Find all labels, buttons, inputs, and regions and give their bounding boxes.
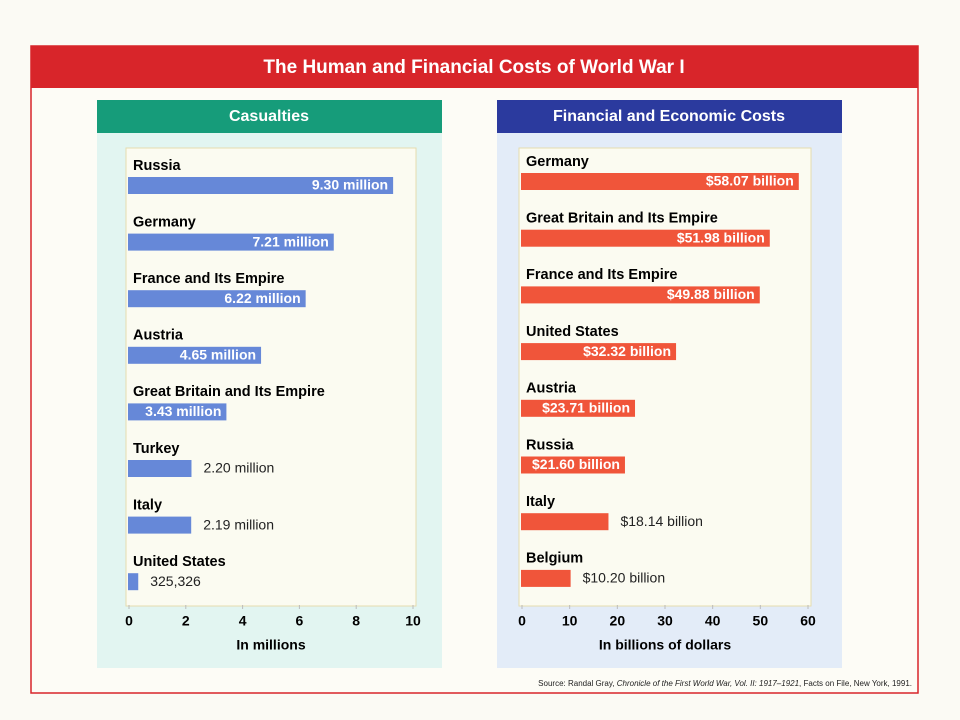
x-tick-label: 20 xyxy=(610,613,626,629)
bar xyxy=(128,177,394,194)
value-label: $23.71 billion xyxy=(542,400,630,416)
category-label: Germany xyxy=(133,214,196,230)
x-tick-label: 6 xyxy=(296,613,304,629)
x-tick-label: 8 xyxy=(352,613,360,629)
bar xyxy=(128,290,306,308)
category-label: Germany xyxy=(526,154,589,170)
value-label: $21.60 billion xyxy=(532,456,620,472)
x-tick-label: 30 xyxy=(657,613,673,629)
value-label: 2.19 million xyxy=(203,516,274,532)
x-tick-label: 0 xyxy=(125,613,133,629)
category-label: Turkey xyxy=(133,441,179,457)
value-label: $32.32 billion xyxy=(583,343,671,359)
category-label: France and Its Empire xyxy=(133,271,285,287)
value-label: 7.21 million xyxy=(253,233,329,249)
value-label: $10.20 billion xyxy=(583,570,666,586)
x-tick-label: 0 xyxy=(518,613,526,629)
category-label: Italy xyxy=(526,494,555,510)
bar xyxy=(128,460,192,477)
bar xyxy=(128,346,262,364)
x-tick-label: 2 xyxy=(182,613,190,629)
bar xyxy=(521,399,636,417)
bar xyxy=(128,233,334,251)
x-tick-label: 10 xyxy=(562,613,578,629)
x-tick-label: 40 xyxy=(705,613,721,629)
value-label: 4.65 million xyxy=(180,347,256,363)
category-label: United States xyxy=(526,324,619,340)
x-tick-label: 60 xyxy=(800,613,816,629)
value-label: 6.22 million xyxy=(224,290,300,306)
source: Source: Randal Gray, Chronicle of the Fi… xyxy=(538,679,912,688)
panel-header xyxy=(97,100,442,133)
bar xyxy=(521,343,677,361)
category-label: France and Its Empire xyxy=(526,267,678,283)
bar xyxy=(128,403,227,421)
source-book: Chronicle of the First World War, Vol. I… xyxy=(617,679,799,688)
source-text: , Facts on File, New York, 1991. xyxy=(799,679,912,688)
value-label: $49.88 billion xyxy=(667,286,755,302)
panel-title: Financial and Economic Costs xyxy=(553,108,785,125)
category-label: Belgium xyxy=(526,551,583,567)
x-axis-label: In millions xyxy=(236,637,305,653)
category-label: Austria xyxy=(526,381,577,397)
title-bar xyxy=(31,46,918,88)
x-tick-label: 50 xyxy=(753,613,769,629)
bar xyxy=(521,173,799,190)
x-tick-label: 10 xyxy=(405,613,421,629)
category-label: Great Britain and Its Empire xyxy=(526,211,718,227)
x-axis-label: In billions of dollars xyxy=(599,637,731,653)
bar xyxy=(521,286,760,304)
value-label: $51.98 billion xyxy=(677,229,765,245)
bar xyxy=(521,569,571,587)
panel-title: Casualties xyxy=(229,108,309,125)
value-label: 9.30 million xyxy=(312,177,388,193)
value-label: $18.14 billion xyxy=(620,513,703,529)
bar xyxy=(521,513,609,531)
bar xyxy=(128,573,139,591)
value-label: 325,326 xyxy=(150,573,201,589)
category-label: Russia xyxy=(133,158,181,174)
bar xyxy=(521,229,770,247)
value-label: $58.07 billion xyxy=(706,173,794,189)
panel-header xyxy=(497,100,842,133)
bar xyxy=(128,516,192,534)
category-label: Austria xyxy=(133,328,184,344)
bar xyxy=(521,456,625,474)
category-label: United States xyxy=(133,554,226,570)
category-label: Italy xyxy=(133,497,162,513)
category-label: Great Britain and Its Empire xyxy=(133,384,325,400)
category-label: Russia xyxy=(526,437,574,453)
main-title: The Human and Financial Costs of World W… xyxy=(263,57,684,78)
source-text: Source: Randal Gray, xyxy=(538,679,617,688)
value-label: 3.43 million xyxy=(145,403,221,419)
x-tick-label: 4 xyxy=(239,613,247,629)
value-label: 2.20 million xyxy=(203,460,274,476)
